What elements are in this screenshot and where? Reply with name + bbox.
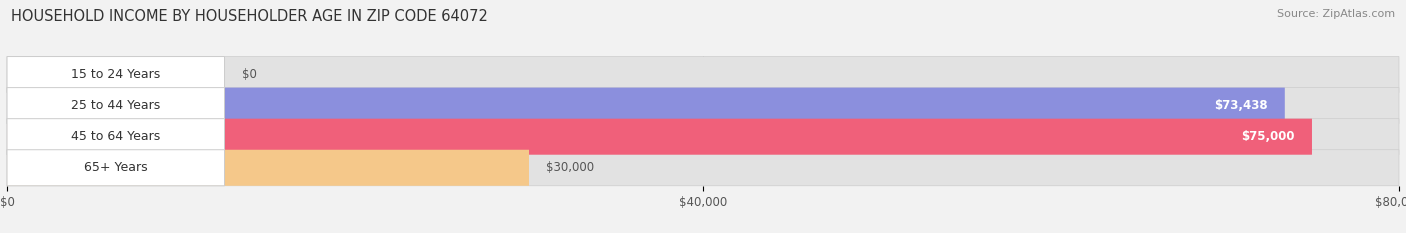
Text: $0: $0: [242, 68, 257, 81]
FancyBboxPatch shape: [7, 119, 225, 155]
Text: $30,000: $30,000: [547, 161, 595, 174]
FancyBboxPatch shape: [7, 150, 225, 186]
Text: Source: ZipAtlas.com: Source: ZipAtlas.com: [1277, 9, 1395, 19]
Text: $75,000: $75,000: [1241, 130, 1295, 143]
FancyBboxPatch shape: [7, 119, 1312, 155]
Text: HOUSEHOLD INCOME BY HOUSEHOLDER AGE IN ZIP CODE 64072: HOUSEHOLD INCOME BY HOUSEHOLDER AGE IN Z…: [11, 9, 488, 24]
FancyBboxPatch shape: [7, 88, 1285, 124]
Text: 45 to 64 Years: 45 to 64 Years: [72, 130, 160, 143]
FancyBboxPatch shape: [7, 57, 1399, 93]
FancyBboxPatch shape: [7, 57, 225, 93]
Text: $73,438: $73,438: [1213, 99, 1267, 112]
Text: 25 to 44 Years: 25 to 44 Years: [72, 99, 160, 112]
Text: 65+ Years: 65+ Years: [84, 161, 148, 174]
FancyBboxPatch shape: [7, 150, 529, 186]
Text: 15 to 24 Years: 15 to 24 Years: [72, 68, 160, 81]
FancyBboxPatch shape: [7, 88, 225, 124]
FancyBboxPatch shape: [7, 88, 1399, 124]
FancyBboxPatch shape: [7, 150, 1399, 186]
FancyBboxPatch shape: [7, 119, 1399, 155]
